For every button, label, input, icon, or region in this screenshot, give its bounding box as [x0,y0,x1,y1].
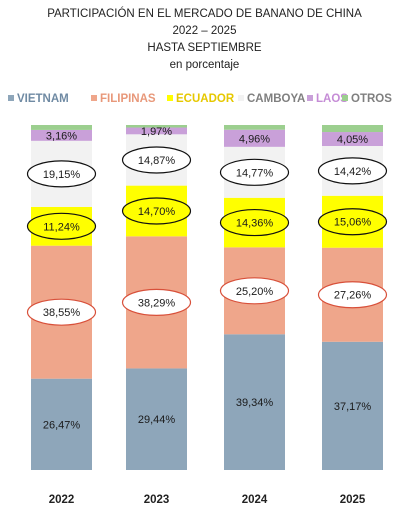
legend: VIETNAM FILIPINAS ECUADOR CAMBOYA LAOS OTROS [8,93,392,105]
bar-otros-2025 [322,125,383,133]
legend-label-otros: OTROS [351,93,392,105]
chart-title: PARTICIPACIÓN EN EL MERCADO DE BANANO DE… [47,8,362,20]
bar-otros-2024 [224,125,285,130]
x-tick-label-2023: 2023 [144,494,170,506]
bar-otros-2023 [126,125,187,128]
label-oval-filipinas-2022 [26,298,97,326]
data-label-laos-2022: 3,16% [46,130,77,142]
data-label-laos-2023: 1,97% [141,126,172,138]
data-label-camboya-2024: 14,77% [236,167,274,179]
x-tick-label-2024: 2024 [242,494,268,506]
legend-swatch-vietnam [8,95,14,101]
bar-vietnam-2022 [31,378,92,470]
legend-swatch-camboya [238,95,244,101]
bar-vietnam-2024 [224,334,285,470]
chart-subtitle-period: HASTA SEPTIEMBRE [147,42,262,54]
data-label-ecuador-2025: 15,06% [334,217,372,229]
data-label-vietnam-2024: 39,34% [236,397,274,409]
legend-swatch-laos [307,95,313,101]
data-label-camboya-2022: 19,15% [43,169,81,181]
legend-swatch-filipinas [91,95,97,101]
legend-label-camboya: CAMBOYA [247,93,305,105]
legend-label-ecuador: ECUADOR [176,93,235,105]
data-label-ecuador-2022: 11,24% [43,221,80,233]
data-label-filipinas-2022: 38,55% [43,307,81,319]
label-oval-camboya-2025 [317,157,388,185]
chart-subtitle-unit: en porcentaje [169,59,240,71]
bar-laos-2024 [224,129,285,147]
data-labels: 26,47% 38,55% 11,24% 19,15% 3,16% 29,44% 38,29… [26,126,388,431]
data-label-camboya-2023: 14,87% [138,155,176,167]
legend-label-filipinas: FILIPINAS [100,93,156,105]
data-label-ecuador-2023: 14,70% [138,206,176,218]
legend-swatch-otros [342,95,348,101]
bar-otros-2022 [31,125,92,130]
x-axis-ticks: 2022 2023 2024 2025 [49,494,366,506]
label-oval-ecuador-2022 [26,212,97,240]
data-label-ecuador-2024: 14,36% [236,218,274,230]
label-oval-filipinas-2023 [121,288,192,316]
legend-label-laos: LAOS [316,93,348,105]
label-oval-camboya-2024 [219,158,290,186]
chart-subtitle-years: 2022 – 2025 [172,25,237,37]
data-label-vietnam-2025: 37,17% [334,401,372,413]
bar-laos-2023 [126,127,187,135]
data-label-filipinas-2024: 25,20% [236,286,274,298]
bar-laos-2022 [31,129,92,141]
data-label-filipinas-2023: 38,29% [138,297,176,309]
data-label-vietnam-2022: 26,47% [43,419,81,431]
data-label-laos-2025: 4,05% [337,134,368,146]
label-oval-ecuador-2025 [317,208,388,236]
x-tick-label-2025: 2025 [340,494,366,506]
legend-swatch-ecuador [167,95,173,101]
label-oval-filipinas-2024 [219,277,290,305]
data-label-filipinas-2025: 27,26% [334,290,372,302]
label-oval-ecuador-2023 [121,197,192,225]
label-oval-camboya-2023 [121,146,192,174]
legend-label-vietnam: VIETNAM [17,93,69,105]
data-label-laos-2024: 4,96% [239,133,270,145]
label-oval-filipinas-2025 [317,281,388,309]
bar-vietnam-2025 [322,341,383,470]
data-label-vietnam-2023: 29,44% [138,414,176,426]
x-tick-label-2022: 2022 [49,494,75,506]
label-oval-ecuador-2024 [219,208,290,237]
bar-vietnam-2023 [126,368,187,470]
bar-laos-2025 [322,132,383,147]
label-oval-camboya-2022 [26,160,97,188]
data-label-camboya-2025: 14,42% [334,166,372,178]
